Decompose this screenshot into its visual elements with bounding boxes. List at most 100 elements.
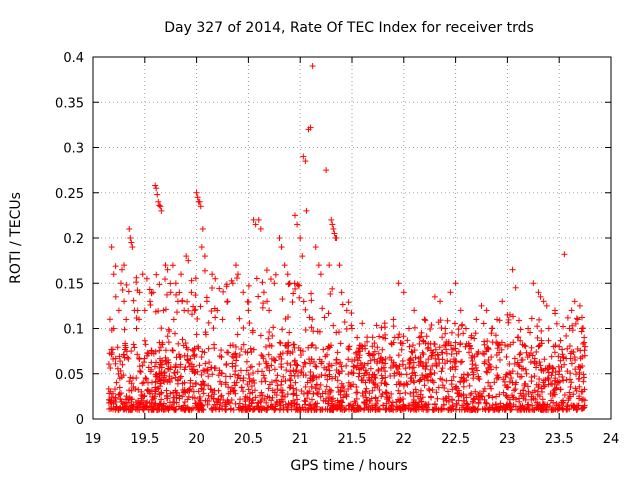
data-point [512,284,519,291]
data-point [283,342,290,349]
data-point [536,316,543,323]
data-point [527,359,534,366]
x-tick-label: 19.5 [130,432,159,447]
data-point [317,271,324,278]
data-point [485,406,492,413]
data-point [572,356,579,363]
data-point [279,326,286,333]
data-point [443,377,450,384]
data-point [489,339,496,346]
data-point [427,366,434,373]
data-point [208,386,215,393]
data-point [570,402,577,409]
data-point [303,207,310,214]
data-point [113,403,120,410]
data-point [194,315,201,322]
data-point [188,366,195,373]
data-point [174,298,181,305]
data-point [106,405,113,412]
data-point [574,345,581,352]
data-point [470,396,477,403]
data-point [181,399,188,406]
data-point [387,364,394,371]
data-point [130,297,137,304]
data-point [445,406,452,413]
data-point [181,379,188,386]
data-point [572,385,579,392]
data-point [411,347,418,354]
data-point [121,298,128,305]
data-point [232,382,239,389]
data-point [417,354,424,361]
chart-title: Day 327 of 2014, Rate Of TEC Index for r… [164,20,534,36]
data-point [289,349,296,356]
data-point [531,360,538,367]
data-point [539,388,546,395]
data-point [199,225,206,232]
data-point [156,383,163,390]
data-point [308,290,315,297]
data-point [447,358,454,365]
data-point [214,307,221,314]
y-tick-label: 0.2 [63,232,84,247]
data-point [144,349,151,356]
data-point [156,339,163,346]
x-tick-label: 20.5 [234,432,263,447]
data-point [369,352,376,359]
data-point [161,369,168,376]
data-point [218,392,225,399]
data-point [533,348,540,355]
data-point [419,337,426,344]
data-point [166,405,173,412]
data-point [302,383,309,390]
data-point [424,345,431,352]
data-point [355,364,362,371]
data-point [327,389,334,396]
data-point [290,391,297,398]
data-point [123,406,130,413]
data-point [458,392,465,399]
data-point [387,406,394,413]
data-point [302,372,309,379]
data-point [517,337,524,344]
data-point [231,379,238,386]
data-point [558,399,565,406]
data-point [343,392,350,399]
data-point [249,377,256,384]
data-point [150,406,157,413]
data-point [333,360,340,367]
data-point [382,368,389,375]
data-point [553,385,560,392]
data-point [564,345,571,352]
data-point [407,406,414,413]
data-point [187,355,194,362]
data-point [365,406,372,413]
data-point [415,362,422,369]
data-point [364,360,371,367]
data-point [546,403,553,410]
data-point [274,372,281,379]
data-point [237,375,244,382]
data-point [359,320,366,327]
data-point [193,331,200,338]
data-point [396,363,403,370]
data-point [205,345,212,352]
data-point [197,397,204,404]
data-point [576,369,583,376]
data-point [115,307,122,314]
data-point [326,367,333,374]
data-point [198,385,205,392]
data-point [540,298,547,305]
data-point [516,351,523,358]
data-point [408,405,415,412]
data-point [511,355,518,362]
data-point [515,362,522,369]
data-point [200,390,207,397]
data-point [236,352,243,359]
data-point [174,376,181,383]
data-point [296,294,303,301]
data-point [157,401,164,408]
data-point [580,378,587,385]
data-point [375,366,382,373]
data-point [416,378,423,385]
